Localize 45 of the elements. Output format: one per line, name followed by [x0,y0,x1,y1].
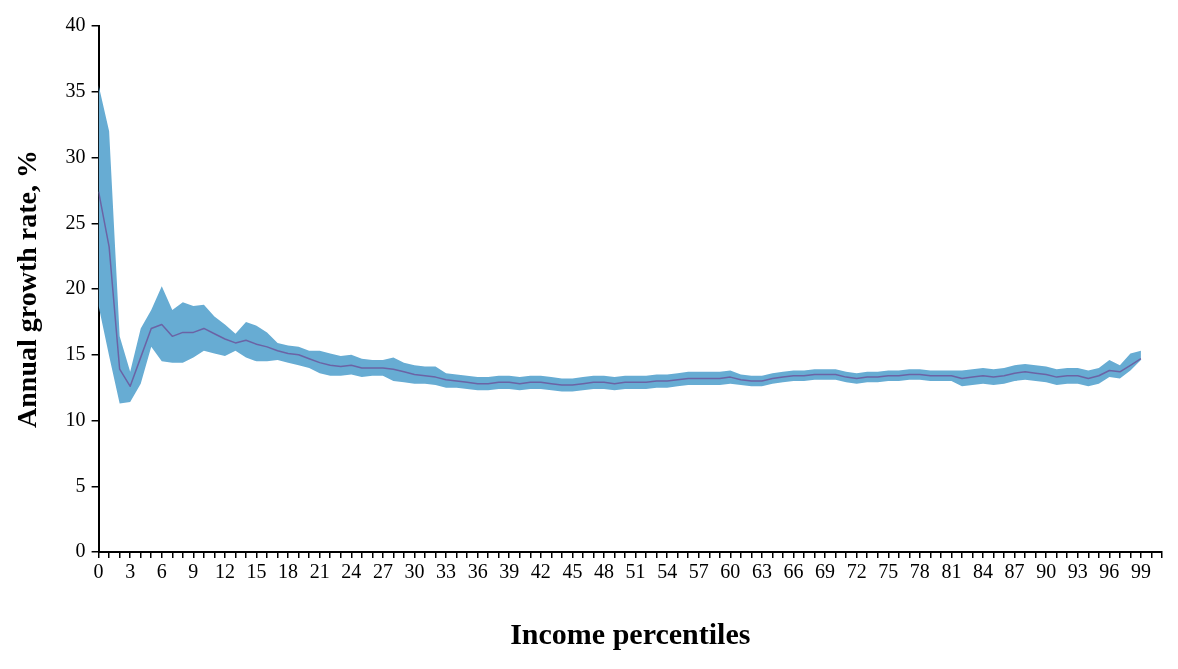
x-tick-label: 54 [657,560,678,583]
x-tick-label: 93 [1067,560,1088,583]
x-tick-label: 21 [309,560,330,583]
x-tick-label: 90 [1036,560,1057,583]
x-axis-title: Income percentiles [510,616,751,650]
x-tick-label: 33 [436,560,457,583]
y-tick-label: 40 [65,13,86,36]
x-tick-label: 81 [941,560,962,583]
x-tick-label: 60 [720,560,741,583]
x-tick-label: 3 [125,560,136,583]
x-tick-label: 48 [593,560,614,583]
x-tick-label: 96 [1099,560,1120,583]
x-tick-label: 24 [341,560,362,583]
x-tick-label: 84 [973,560,994,583]
x-tick-label: 39 [499,560,520,583]
x-tick-label: 15 [246,560,267,583]
y-tick-label: 35 [65,79,86,101]
x-tick-label: 12 [214,560,235,583]
x-tick-label: 45 [562,560,583,583]
x-tick-label: 27 [372,560,393,583]
x-tick-label: 9 [188,560,199,583]
x-tick-label: 75 [878,560,899,583]
x-tick-label: 72 [846,560,867,583]
x-tick-label: 51 [625,560,646,583]
y-tick-label: 15 [65,342,86,364]
y-axis-title: Annual growth rate, % [11,150,43,428]
x-tick-label: 69 [815,560,836,583]
x-tick-label: 63 [751,560,772,583]
x-tick-label: 42 [530,560,551,583]
y-tick-label: 30 [65,144,86,167]
x-tick-label: 0 [93,560,104,583]
y-tick-label: 25 [65,210,86,233]
y-tick-label: 5 [75,473,86,496]
x-tick-label: 57 [688,560,709,583]
x-tick-label: 66 [783,560,804,583]
x-tick-label: 36 [467,560,488,583]
x-tick-label: 18 [278,560,299,583]
y-tick-label: 0 [75,539,86,562]
x-tick-label: 6 [156,560,167,583]
x-tick-label: 30 [404,560,425,583]
y-tick-label: 10 [65,407,86,430]
x-tick-label: 87 [1004,560,1025,583]
y-tick-label: 20 [65,276,86,299]
x-tick-label: 78 [909,560,930,583]
x-tick-label: 99 [1130,560,1151,583]
